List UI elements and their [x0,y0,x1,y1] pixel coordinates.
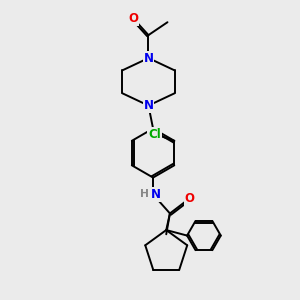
Text: H: H [140,189,149,200]
Text: Cl: Cl [148,128,161,141]
Text: N: N [143,52,154,64]
Text: N: N [151,188,160,201]
Text: N: N [143,99,154,112]
Text: O: O [185,192,195,205]
Text: O: O [128,12,138,25]
